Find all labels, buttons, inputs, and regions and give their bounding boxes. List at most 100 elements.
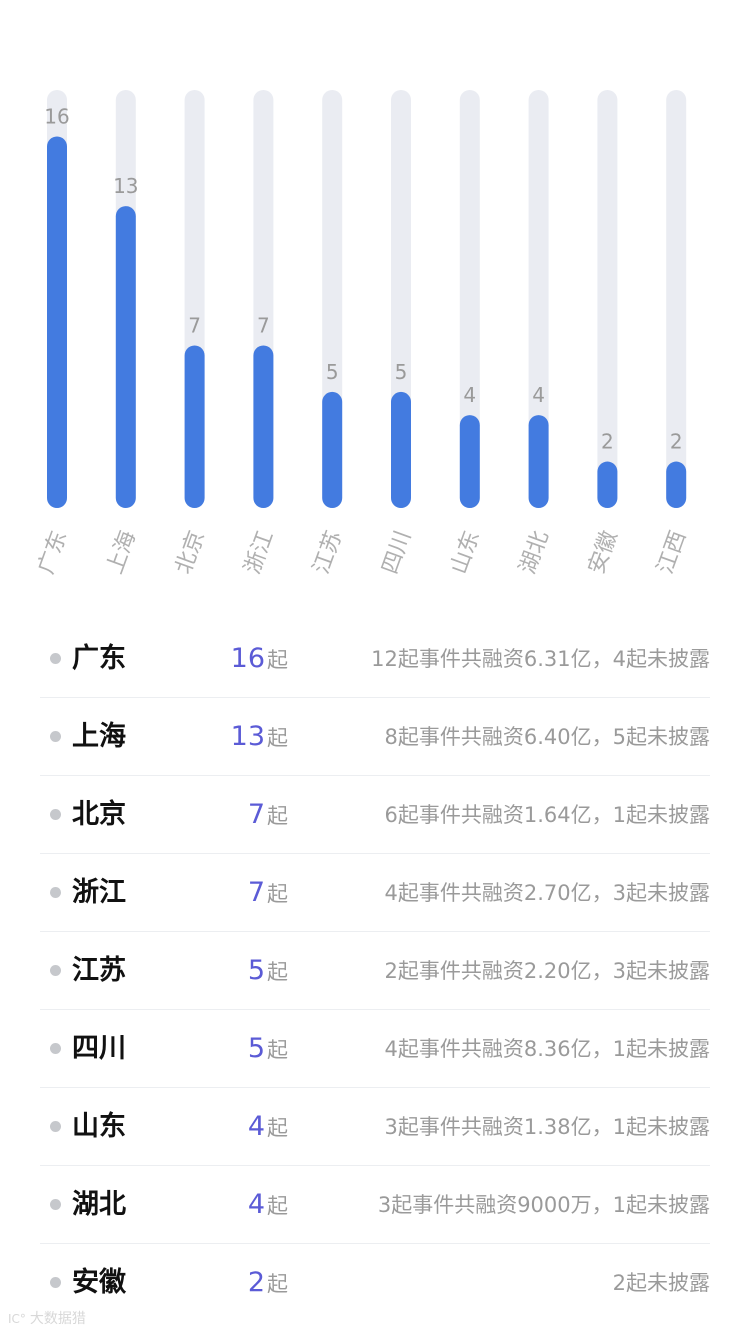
bar [253,345,274,508]
event-count-number: 7 [247,799,265,830]
bullet-dot [50,887,61,898]
watermark-logo: IC° [8,1312,26,1326]
bar [459,415,480,508]
bar-value-label: 4 [532,383,545,407]
event-count-unit: 起 [267,804,288,828]
x-tick-label: 江西 [653,528,692,578]
event-count: 2起 [170,1264,288,1305]
bar-track [666,90,687,508]
event-count-number: 13 [230,721,265,752]
bar-value-label: 4 [463,383,476,407]
x-tick-labels: 广东 上海 北京 浙江 江苏 四川 山东 湖北 安徽 江西 [34,528,692,578]
bullet-dot [50,1199,61,1210]
province-name: 四川 [72,1033,126,1064]
province-row: 江苏 5起 2起事件共融资2.20亿，3起未披露 [40,932,710,1010]
x-tick-label: 广东 [34,528,73,578]
x-tick-label: 湖北 [515,528,554,578]
bars [47,136,687,508]
event-count-unit: 起 [267,1038,288,1062]
event-count-unit: 起 [267,1116,288,1140]
bullet-dot [50,809,61,820]
value-labels: 16 13 7 7 5 5 4 4 2 2 [44,104,682,453]
event-count: 5起 [170,952,288,993]
event-count: 7起 [170,796,288,837]
bar [115,206,136,508]
province-name: 安徽 [72,1267,126,1298]
bar [528,415,549,508]
bar [47,136,67,508]
bullet-dot [50,965,61,976]
bar [184,345,205,508]
bar [391,391,411,508]
bullet-dot [50,1121,61,1132]
bar [666,461,687,508]
province-list: 广东 16起 12起事件共融资6.31亿，4起未披露 上海 13起 8起事件共融资6.40… [40,620,710,1321]
event-count: 5起 [170,1030,288,1071]
watermark-text: 大数据猎 [29,1311,86,1327]
x-tick-label: 山东 [447,528,486,578]
province-name: 上海 [72,721,126,752]
bar-chart: 16 13 7 7 5 5 4 4 2 2 广东 上海 北京 浙江 江苏 四川 山东 湖北 安徽 江西 [34,90,692,578]
province-row: 湖北 4起 3起事件共融资9000万，1起未披露 [40,1166,710,1244]
financing-description: 12起事件共融资6.31亿，4起未披露 [371,647,710,671]
province-name: 湖北 [72,1189,126,1220]
bar-track [528,90,549,508]
financing-description: 4起事件共融资2.70亿，3起未披露 [384,881,710,905]
event-count: 4起 [170,1108,288,1149]
event-count-number: 2 [247,1267,265,1298]
event-count-number: 4 [247,1111,265,1142]
bar [597,461,618,508]
bar-value-label: 7 [257,313,270,337]
event-count: 7起 [170,874,288,915]
province-name: 广东 [72,643,126,674]
event-count: 13起 [170,718,288,759]
bar-value-label: 5 [395,360,408,384]
financing-description: 4起事件共融资8.36亿，1起未披露 [384,1037,710,1061]
bar-value-label: 2 [670,430,683,454]
financing-description: 8起事件共融资6.40亿，5起未披露 [384,725,710,749]
x-tick-label: 上海 [103,528,142,578]
province-name: 北京 [72,799,126,830]
event-count-number: 5 [247,1033,265,1064]
x-tick-label: 北京 [171,528,210,578]
event-count: 4起 [170,1186,288,1227]
event-count: 16起 [170,640,288,681]
bar-tracks [47,90,687,508]
province-row: 上海 13起 8起事件共融资6.40亿，5起未披露 [40,698,710,776]
event-count-number: 16 [230,643,265,674]
province-name: 江苏 [72,955,126,986]
financing-description: 2起事件共融资2.20亿，3起未披露 [384,959,710,983]
financing-description: 3起事件共融资1.38亿，1起未披露 [384,1115,710,1139]
financing-description: 3起事件共融资9000万，1起未披露 [377,1193,710,1217]
event-count-number: 5 [247,955,265,986]
bar-track [459,90,480,508]
event-count-unit: 起 [267,1272,288,1296]
event-count-unit: 起 [267,726,288,750]
province-row: 北京 7起 6起事件共融资1.64亿，1起未披露 [40,776,710,854]
bullet-dot [50,653,61,664]
bar-value-label: 5 [326,360,339,384]
x-tick-label: 浙江 [240,528,279,578]
province-row: 山东 4起 3起事件共融资1.38亿，1起未披露 [40,1088,710,1166]
province-row: 广东 16起 12起事件共融资6.31亿，4起未披露 [40,620,710,698]
bar-track [597,90,618,508]
event-count-unit: 起 [267,960,288,984]
bar-value-label: 7 [188,313,201,337]
bar-value-label: 2 [601,430,614,454]
x-tick-label: 江苏 [309,528,348,578]
bullet-dot [50,731,61,742]
x-tick-label: 安徽 [584,528,623,578]
province-row: 四川 5起 4起事件共融资8.36亿，1起未披露 [40,1010,710,1088]
bullet-dot [50,1043,61,1054]
province-row: 安徽 2起 2起未披露 [40,1244,710,1321]
event-count-number: 7 [247,877,265,908]
province-name: 山东 [72,1111,126,1142]
event-count-unit: 起 [267,1194,288,1218]
x-tick-label: 四川 [378,528,417,578]
bar-value-label: 13 [113,174,138,198]
watermark: IC° 大数据猎 [8,1308,86,1328]
financing-description: 6起事件共融资1.64亿，1起未披露 [384,803,710,827]
bullet-dot [50,1277,61,1288]
financing-description: 2起未披露 [612,1271,710,1295]
province-name: 浙江 [72,877,126,908]
